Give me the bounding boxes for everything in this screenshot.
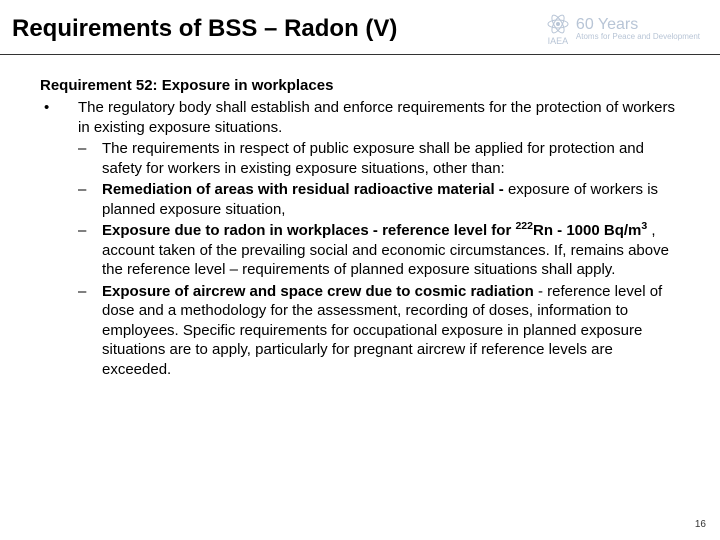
- iaea-emblem: IAEA: [546, 12, 570, 46]
- atom-icon: [546, 12, 570, 36]
- logo-org: IAEA: [548, 36, 569, 46]
- list-item: – The requirements in respect of public …: [78, 139, 680, 178]
- page-number: 16: [695, 519, 706, 530]
- logo-years: 60 Years: [576, 16, 700, 34]
- header-bar: Requirements of BSS – Radon (V) IAEA 60 …: [0, 0, 720, 55]
- list-item: • The regulatory body shall establish an…: [40, 98, 680, 381]
- slide-title: Requirements of BSS – Radon (V): [12, 15, 397, 43]
- dash-marker: –: [78, 221, 102, 280]
- bullet-list: • The regulatory body shall establish an…: [40, 98, 680, 381]
- dash-marker: –: [78, 180, 102, 219]
- iaea-logo: IAEA 60 Years Atoms for Peace and Develo…: [546, 12, 700, 46]
- dash-marker: –: [78, 282, 102, 380]
- slide-content: Requirement 52: Exposure in workplaces •…: [0, 55, 720, 381]
- list-item: – Remediation of areas with residual rad…: [78, 180, 680, 219]
- list-text: Exposure due to radon in workplaces - re…: [102, 221, 680, 280]
- list-item: – Exposure of aircrew and space crew due…: [78, 282, 680, 380]
- list-text: Exposure of aircrew and space crew due t…: [102, 282, 680, 380]
- list-text: The requirements in respect of public ex…: [102, 139, 680, 178]
- requirement-heading: Requirement 52: Exposure in workplaces: [40, 77, 680, 94]
- bullet-marker: •: [40, 98, 78, 381]
- dash-marker: –: [78, 139, 102, 178]
- logo-tagline: Atoms for Peace and Development: [576, 33, 700, 42]
- list-item: – Exposure due to radon in workplaces - …: [78, 221, 680, 280]
- sub-list: – The requirements in respect of public …: [78, 139, 680, 379]
- list-text: The regulatory body shall establish and …: [78, 99, 675, 136]
- list-text: Remediation of areas with residual radio…: [102, 180, 680, 219]
